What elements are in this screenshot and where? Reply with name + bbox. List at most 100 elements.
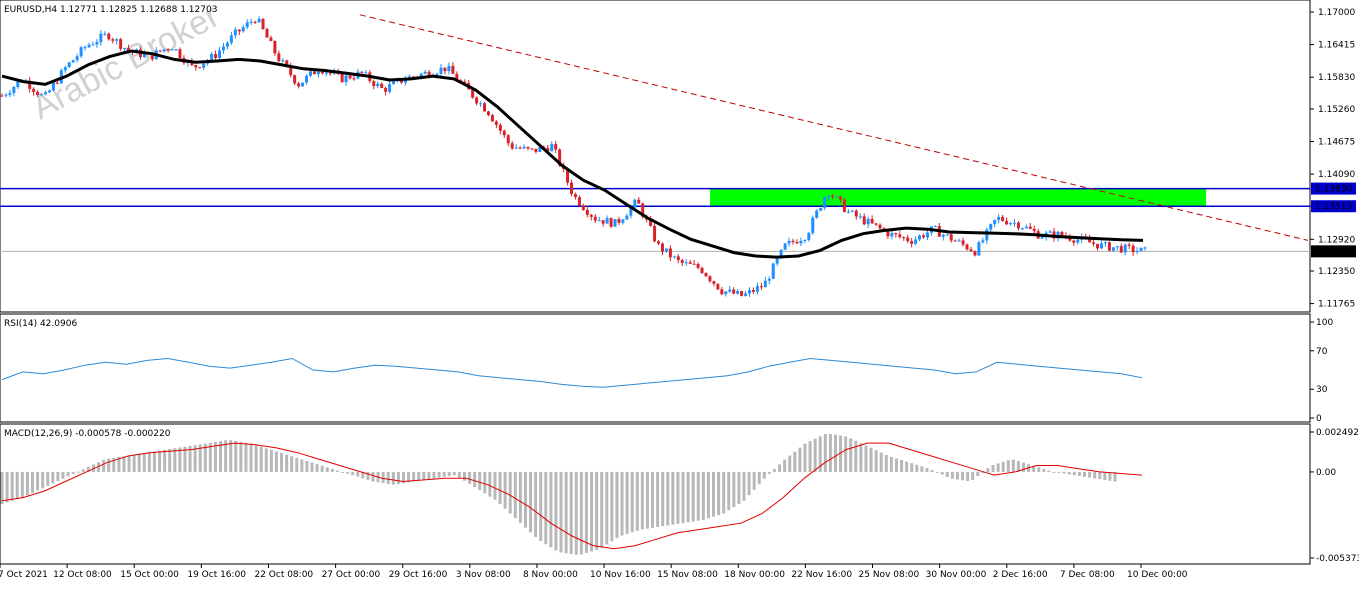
price-tag-label: 1.13513 (1315, 202, 1352, 212)
macd-histogram-bar (132, 454, 136, 472)
macd-histogram-bar (844, 436, 848, 472)
macd-histogram-bar (991, 464, 995, 472)
candle-body (289, 66, 293, 76)
candle-body (71, 60, 75, 63)
candle-body (392, 81, 396, 85)
candle-body (530, 148, 534, 150)
macd-histogram-bar (539, 471, 543, 541)
candle-body (751, 289, 755, 292)
candle-body (850, 210, 854, 212)
macd-histogram-bar (859, 443, 863, 472)
time-tick-label: 12 Oct 08:00 (53, 570, 112, 580)
macd-histogram-bar (320, 465, 324, 472)
candle-body (747, 289, 751, 294)
candle-body (720, 289, 724, 295)
candle-body (637, 199, 641, 204)
macd-histogram-bar (127, 455, 131, 472)
macd-histogram-bar (656, 471, 660, 528)
macd-histogram-bar (274, 451, 278, 472)
candle-body (803, 240, 807, 242)
macd-histogram-bar (605, 471, 609, 545)
candle-body (174, 49, 178, 51)
candle-body (324, 72, 328, 74)
candle-body (862, 216, 866, 225)
candle-body (285, 60, 289, 67)
macd-histogram-bar (778, 464, 782, 472)
macd-histogram-bar (498, 471, 502, 504)
macd-histogram-bar (839, 435, 843, 472)
macd-histogram-bar (940, 471, 944, 475)
candle-body (1143, 247, 1147, 249)
macd-histogram-bar (590, 471, 594, 552)
macd-histogram-bar (625, 471, 629, 534)
candle-body (846, 211, 850, 213)
candle-body (427, 71, 431, 77)
macd-histogram-bar (884, 454, 888, 472)
macd-histogram-bar (757, 471, 761, 485)
candle-body (538, 146, 542, 152)
candle-body (676, 256, 680, 261)
macd-histogram-bar (798, 447, 802, 472)
candle-body (435, 73, 439, 76)
candle-body (510, 143, 514, 149)
macd-histogram-bar (874, 450, 878, 472)
macd-histogram-bar (1042, 469, 1046, 472)
candle-body (380, 83, 384, 88)
candle-body (55, 82, 59, 84)
candle-body (1009, 223, 1013, 225)
candle-body (894, 233, 898, 235)
macd-tick-label: 0.00 (1316, 468, 1336, 478)
candle-body (993, 219, 997, 224)
price-tick-label: 1.17000 (1318, 8, 1355, 18)
macd-histogram-bar (1006, 460, 1010, 472)
candle-body (550, 144, 554, 152)
candle-body (502, 130, 506, 136)
candle-body (522, 146, 526, 149)
macd-histogram-bar (610, 471, 614, 542)
macd-histogram-bar (158, 450, 162, 472)
macd-histogram-bar (224, 440, 228, 472)
macd-histogram-bar (198, 444, 202, 472)
candle-body (1020, 228, 1024, 230)
candle-body (961, 240, 965, 245)
macd-histogram-bar (772, 469, 776, 472)
macd-histogram-bar (71, 471, 75, 474)
macd-histogram-bar (1001, 461, 1005, 472)
candle-body (87, 44, 91, 48)
candle-body (166, 49, 170, 51)
candle-body (573, 194, 577, 198)
candle-body (403, 79, 407, 83)
macd-histogram-bar (529, 471, 533, 533)
candle-body (1139, 247, 1143, 252)
candle-body (372, 81, 376, 87)
candle-body (886, 230, 890, 237)
candle-body (981, 240, 985, 243)
candle-body (783, 243, 787, 250)
macd-histogram-bar (366, 471, 370, 480)
candle-body (83, 47, 87, 49)
macd-histogram-bar (188, 445, 192, 472)
candle-body (486, 111, 490, 116)
price-axis: 1.17000 1.16415 1.15830 1.15260 1.14675 1.140… (1310, 8, 1356, 310)
candle-body (210, 54, 214, 61)
candle-body (759, 286, 763, 288)
candle-body (119, 39, 123, 49)
time-tick-label: 7 Dec 08:00 (1060, 570, 1115, 580)
candle-body (1016, 222, 1020, 229)
candle-body (621, 219, 625, 223)
candle-body (483, 103, 487, 112)
candle-body (799, 240, 803, 244)
macd-histogram-bar (305, 460, 309, 472)
macd-histogram-bar (97, 462, 101, 472)
macd-histogram-bar (330, 468, 334, 472)
macd-histogram-bar (747, 471, 751, 496)
candle-body (214, 54, 218, 58)
candle-body (791, 240, 795, 243)
macd-histogram-bar (854, 440, 858, 472)
candle-body (740, 291, 744, 296)
macd-histogram-bar (1052, 471, 1056, 473)
price-tick-label: 1.15260 (1318, 105, 1355, 115)
macd-histogram-bar (234, 440, 238, 472)
macd-histogram-bar (910, 463, 914, 472)
